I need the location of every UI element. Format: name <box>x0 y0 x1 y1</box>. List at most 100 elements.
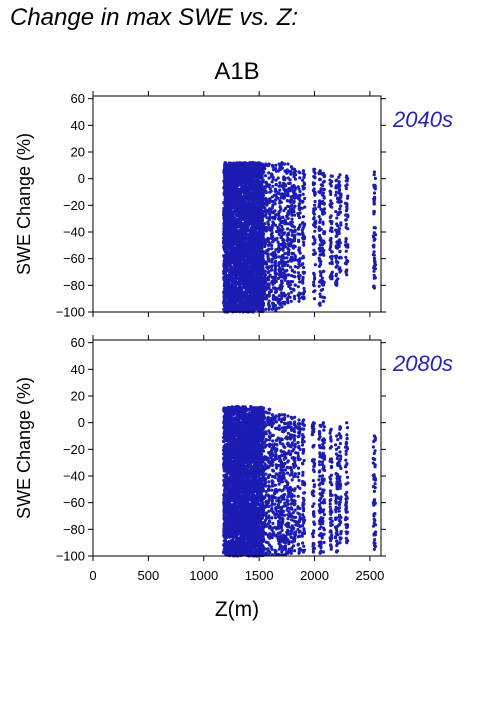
data-point <box>249 163 253 167</box>
data-point <box>372 286 376 290</box>
data-point <box>318 178 322 182</box>
data-point <box>321 251 325 255</box>
data-point <box>241 186 245 190</box>
data-point <box>301 169 306 173</box>
data-point <box>256 255 260 259</box>
data-point <box>254 162 259 166</box>
data-point <box>334 210 338 214</box>
data-point <box>256 268 261 273</box>
data-point <box>320 276 324 280</box>
data-point <box>245 245 249 249</box>
data-point <box>318 257 322 262</box>
data-point <box>372 243 376 247</box>
data-point <box>301 256 305 260</box>
data-point <box>227 280 231 284</box>
data-point <box>344 249 348 253</box>
data-point <box>253 191 257 195</box>
data-point <box>227 297 232 301</box>
data-point <box>279 235 284 239</box>
data-point <box>311 189 315 193</box>
data-point <box>260 297 264 301</box>
data-point <box>273 238 277 242</box>
data-point <box>297 299 301 303</box>
data-point <box>239 194 243 198</box>
data-point <box>373 260 377 264</box>
data-point <box>298 280 302 284</box>
data-point <box>317 202 321 206</box>
data-point <box>334 190 338 194</box>
data-point <box>279 220 283 225</box>
data-point <box>318 169 322 173</box>
data-point <box>255 221 260 225</box>
data-point <box>222 224 226 228</box>
data-point <box>289 207 293 211</box>
data-point <box>232 256 236 261</box>
data-point <box>237 263 241 267</box>
data-point <box>321 299 325 303</box>
data-point <box>246 280 251 285</box>
data-point <box>236 188 240 192</box>
data-point <box>228 171 232 175</box>
data-point <box>266 236 270 240</box>
data-point <box>287 292 291 296</box>
data-point <box>285 193 289 197</box>
data-point <box>274 223 278 227</box>
data-point <box>226 289 230 293</box>
data-point <box>286 263 290 268</box>
data-point <box>322 208 326 212</box>
data-point <box>334 265 338 269</box>
data-point <box>302 173 307 177</box>
data-point <box>270 264 274 268</box>
data-point <box>286 252 290 256</box>
data-point <box>241 222 246 227</box>
data-point <box>338 240 342 244</box>
data-point <box>296 285 300 289</box>
data-point <box>285 171 289 175</box>
data-point <box>301 233 305 237</box>
data-point <box>344 222 348 226</box>
data-point <box>285 199 289 203</box>
data-point <box>266 243 271 247</box>
data-point <box>278 188 282 192</box>
data-point <box>313 277 317 281</box>
data-point <box>322 187 326 192</box>
data-point <box>235 258 240 263</box>
data-point <box>231 223 236 227</box>
data-point <box>292 209 296 213</box>
data-point <box>372 170 376 174</box>
data-point <box>232 259 237 264</box>
data-point <box>301 278 305 282</box>
data-point <box>312 175 316 179</box>
data-point <box>244 224 249 228</box>
data-point <box>335 222 339 226</box>
data-point <box>226 277 230 281</box>
data-point <box>298 176 302 180</box>
data-point <box>270 231 274 235</box>
data-point <box>322 269 326 273</box>
data-point <box>317 284 321 288</box>
data-point <box>276 196 280 200</box>
data-point <box>318 292 322 296</box>
data-point <box>302 240 306 244</box>
data-point <box>283 293 287 297</box>
data-point <box>222 299 226 304</box>
y-tick-label: −100 <box>56 305 85 320</box>
data-point <box>241 292 246 296</box>
data-point <box>232 231 236 235</box>
data-point <box>289 287 293 291</box>
data-point <box>334 193 338 197</box>
data-point <box>334 259 338 263</box>
data-point <box>233 242 237 246</box>
data-point <box>286 273 290 277</box>
y-tick-label: −60 <box>63 251 85 266</box>
data-point <box>293 297 297 301</box>
data-point <box>245 212 249 216</box>
data-point <box>280 224 284 229</box>
data-point <box>302 265 306 270</box>
data-point <box>239 182 244 187</box>
data-point <box>312 297 317 301</box>
data-point <box>320 295 325 299</box>
data-point <box>225 185 229 190</box>
data-point <box>330 201 334 205</box>
data-point <box>293 213 297 217</box>
